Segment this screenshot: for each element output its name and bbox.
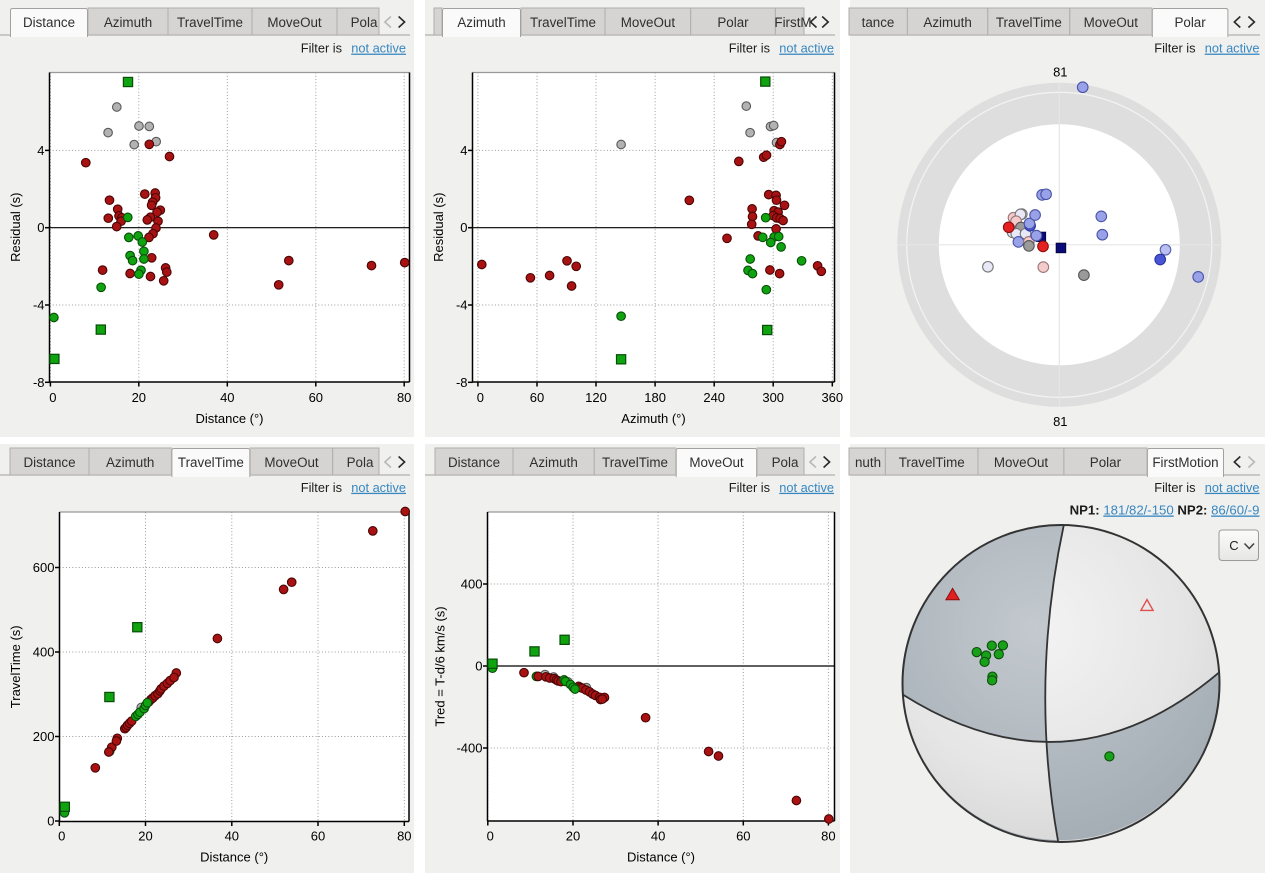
svg-text:TravelTime: TravelTime bbox=[602, 455, 668, 470]
svg-text:Pola: Pola bbox=[772, 455, 799, 470]
svg-text:Pola: Pola bbox=[351, 15, 378, 30]
svg-text:C: C bbox=[1229, 538, 1238, 553]
svg-text:Azimuth: Azimuth bbox=[923, 15, 971, 30]
svg-text:-4: -4 bbox=[456, 298, 468, 313]
svg-text:40: 40 bbox=[225, 829, 239, 844]
svg-text:NP1: 181/82/-150 NP2: 86/60/-9: NP1: 181/82/-150 NP2: 86/60/-9 bbox=[1070, 503, 1260, 518]
svg-text:240: 240 bbox=[703, 390, 725, 405]
svg-text:400: 400 bbox=[33, 645, 55, 660]
svg-text:Azimuth: Azimuth bbox=[457, 15, 505, 30]
svg-text:Azimuth: Azimuth bbox=[104, 15, 152, 30]
svg-text:180: 180 bbox=[644, 390, 666, 405]
svg-text:Tred = T-d/6 km/s (s): Tred = T-d/6 km/s (s) bbox=[433, 606, 448, 726]
svg-text:0: 0 bbox=[47, 814, 54, 829]
svg-text:-8: -8 bbox=[456, 375, 468, 390]
svg-text:0: 0 bbox=[58, 829, 65, 844]
svg-text:nuth: nuth bbox=[855, 455, 881, 470]
svg-text:60: 60 bbox=[309, 390, 323, 405]
svg-text:Azimuth (°): Azimuth (°) bbox=[621, 411, 685, 426]
svg-text:Distance: Distance bbox=[23, 455, 75, 470]
svg-text:20: 20 bbox=[566, 829, 580, 844]
svg-text:0: 0 bbox=[460, 220, 467, 235]
svg-text:MoveOut: MoveOut bbox=[689, 455, 744, 470]
svg-text:81: 81 bbox=[1053, 65, 1067, 80]
svg-text:MoveOut: MoveOut bbox=[621, 15, 676, 30]
svg-text:not active: not active bbox=[779, 41, 834, 56]
svg-text:Filter is: Filter is bbox=[1154, 480, 1195, 495]
svg-text:not active: not active bbox=[779, 480, 834, 495]
svg-text:Distance: Distance bbox=[23, 15, 75, 30]
svg-text:60: 60 bbox=[311, 829, 325, 844]
svg-text:Residual (s): Residual (s) bbox=[431, 193, 446, 262]
svg-text:Distance: Distance bbox=[448, 455, 500, 470]
svg-text:4: 4 bbox=[460, 143, 467, 158]
svg-text:40: 40 bbox=[651, 829, 665, 844]
svg-text:Residual (s): Residual (s) bbox=[8, 193, 23, 262]
svg-text:TravelTime: TravelTime bbox=[177, 15, 243, 30]
svg-text:Filter is: Filter is bbox=[729, 41, 770, 56]
svg-text:-4: -4 bbox=[33, 298, 45, 313]
svg-text:Distance (°): Distance (°) bbox=[195, 411, 263, 426]
svg-text:60: 60 bbox=[530, 390, 544, 405]
svg-text:600: 600 bbox=[33, 560, 55, 575]
svg-text:20: 20 bbox=[132, 390, 146, 405]
svg-text:Filter is: Filter is bbox=[301, 41, 342, 56]
svg-text:0: 0 bbox=[37, 220, 44, 235]
svg-text:80: 80 bbox=[397, 390, 411, 405]
svg-text:FirstMotion: FirstMotion bbox=[1152, 455, 1218, 470]
svg-text:Polar: Polar bbox=[1174, 15, 1206, 30]
svg-text:80: 80 bbox=[397, 829, 411, 844]
svg-text:0: 0 bbox=[49, 390, 56, 405]
svg-text:0: 0 bbox=[477, 390, 484, 405]
svg-text:Azimuth: Azimuth bbox=[529, 455, 577, 470]
svg-text:80: 80 bbox=[821, 829, 835, 844]
svg-text:Pola: Pola bbox=[347, 455, 374, 470]
svg-text:MoveOut: MoveOut bbox=[994, 455, 1049, 470]
svg-text:Distance (°): Distance (°) bbox=[200, 850, 268, 865]
svg-text:MoveOut: MoveOut bbox=[1084, 15, 1139, 30]
svg-text:not active: not active bbox=[1205, 41, 1260, 56]
svg-text:Polar: Polar bbox=[1090, 455, 1122, 470]
svg-text:200: 200 bbox=[33, 729, 55, 744]
svg-text:not active: not active bbox=[351, 480, 406, 495]
svg-text:0: 0 bbox=[487, 829, 494, 844]
svg-text:not active: not active bbox=[351, 41, 406, 56]
svg-text:4: 4 bbox=[37, 143, 44, 158]
svg-text:60: 60 bbox=[736, 829, 750, 844]
svg-text:360: 360 bbox=[821, 390, 843, 405]
svg-text:MoveOut: MoveOut bbox=[264, 455, 319, 470]
svg-text:0: 0 bbox=[475, 659, 482, 674]
svg-text:FirstM: FirstM bbox=[774, 15, 811, 30]
svg-text:Filter is: Filter is bbox=[1154, 41, 1195, 56]
svg-text:20: 20 bbox=[138, 829, 152, 844]
svg-text:TravelTime: TravelTime bbox=[178, 455, 244, 470]
svg-text:TravelTime (s): TravelTime (s) bbox=[8, 625, 23, 708]
svg-text:not active: not active bbox=[1205, 480, 1260, 495]
svg-text:Polar: Polar bbox=[717, 15, 749, 30]
svg-text:Filter is: Filter is bbox=[301, 480, 342, 495]
svg-text:TravelTime: TravelTime bbox=[899, 455, 965, 470]
svg-text:MoveOut: MoveOut bbox=[267, 15, 322, 30]
svg-text:TravelTime: TravelTime bbox=[996, 15, 1062, 30]
svg-text:Azimuth: Azimuth bbox=[106, 455, 154, 470]
svg-text:40: 40 bbox=[220, 390, 234, 405]
svg-text:81: 81 bbox=[1053, 414, 1067, 429]
svg-text:-8: -8 bbox=[33, 375, 45, 390]
svg-text:Filter is: Filter is bbox=[729, 480, 770, 495]
svg-text:300: 300 bbox=[762, 390, 784, 405]
svg-text:400: 400 bbox=[461, 577, 483, 592]
svg-text:-400: -400 bbox=[456, 741, 482, 756]
svg-text:120: 120 bbox=[585, 390, 607, 405]
svg-text:TravelTime: TravelTime bbox=[530, 15, 596, 30]
svg-text:Distance (°): Distance (°) bbox=[627, 850, 695, 865]
svg-text:tance: tance bbox=[862, 15, 895, 30]
